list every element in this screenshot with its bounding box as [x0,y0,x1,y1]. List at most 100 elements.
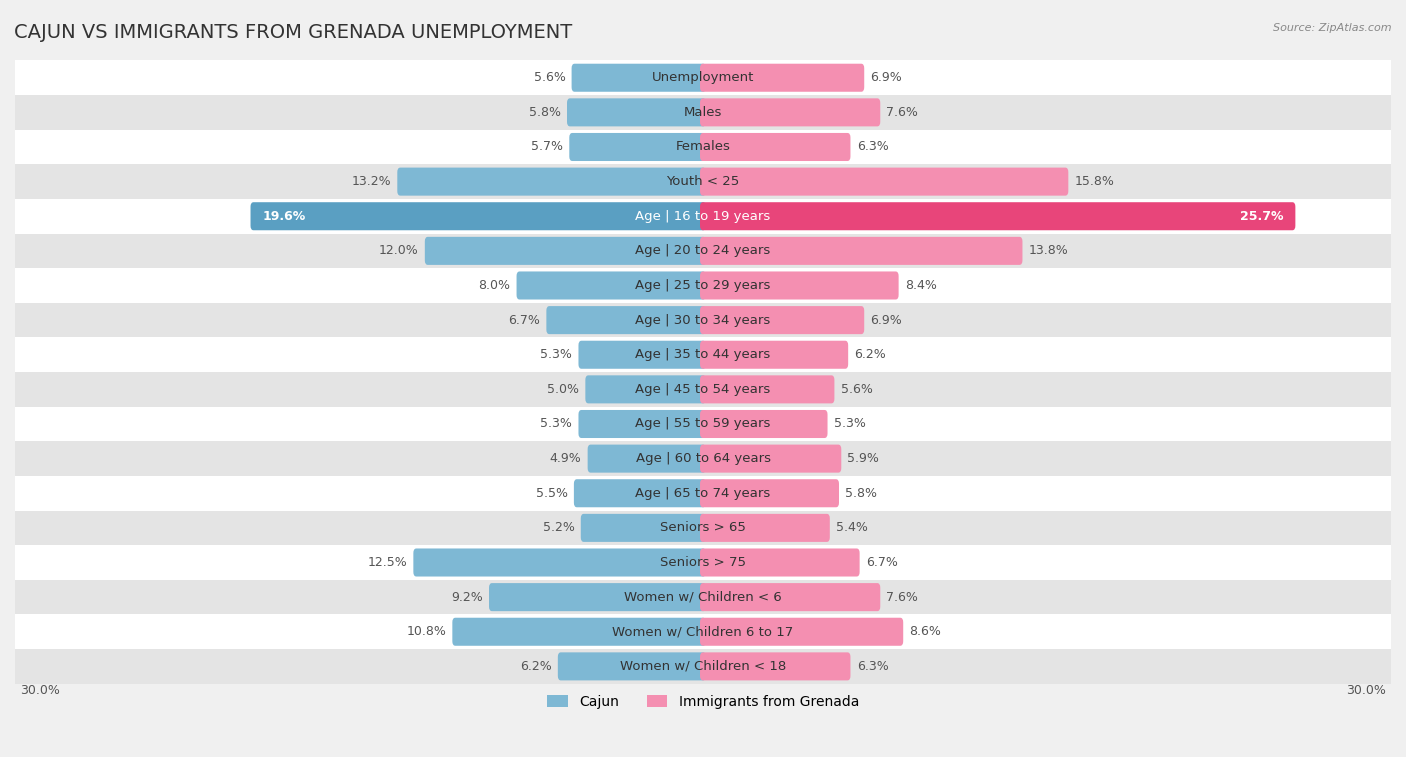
Text: Age | 25 to 29 years: Age | 25 to 29 years [636,279,770,292]
FancyBboxPatch shape [578,410,706,438]
Text: 8.6%: 8.6% [910,625,941,638]
Bar [15,164,1391,199]
Text: Seniors > 65: Seniors > 65 [659,522,747,534]
FancyBboxPatch shape [413,549,706,577]
Text: Unemployment: Unemployment [652,71,754,84]
Text: 10.8%: 10.8% [406,625,446,638]
Bar [15,129,1391,164]
Legend: Cajun, Immigrants from Grenada: Cajun, Immigrants from Grenada [541,689,865,714]
Bar [15,545,1391,580]
Text: Women w/ Children 6 to 17: Women w/ Children 6 to 17 [613,625,793,638]
Text: 5.3%: 5.3% [834,418,866,431]
FancyBboxPatch shape [700,618,903,646]
FancyBboxPatch shape [581,514,706,542]
Text: 5.2%: 5.2% [543,522,575,534]
Bar [15,303,1391,338]
Text: 7.6%: 7.6% [886,590,918,603]
Bar [15,95,1391,129]
FancyBboxPatch shape [585,375,706,403]
Text: Youth < 25: Youth < 25 [666,175,740,188]
FancyBboxPatch shape [700,272,898,300]
Text: 6.7%: 6.7% [509,313,540,326]
FancyBboxPatch shape [700,167,1069,195]
Text: 7.6%: 7.6% [886,106,918,119]
Text: 25.7%: 25.7% [1240,210,1284,223]
FancyBboxPatch shape [398,167,706,195]
Text: 5.6%: 5.6% [533,71,565,84]
FancyBboxPatch shape [700,341,848,369]
FancyBboxPatch shape [700,202,1295,230]
Text: Age | 65 to 74 years: Age | 65 to 74 years [636,487,770,500]
Text: 5.7%: 5.7% [531,141,564,154]
Text: 12.0%: 12.0% [378,245,419,257]
Text: Age | 60 to 64 years: Age | 60 to 64 years [636,452,770,465]
FancyBboxPatch shape [700,237,1022,265]
Text: Age | 30 to 34 years: Age | 30 to 34 years [636,313,770,326]
Bar [15,199,1391,234]
Text: 5.9%: 5.9% [848,452,879,465]
FancyBboxPatch shape [700,653,851,681]
FancyBboxPatch shape [574,479,706,507]
Bar [15,441,1391,476]
Bar [15,61,1391,95]
Bar [15,510,1391,545]
FancyBboxPatch shape [453,618,706,646]
FancyBboxPatch shape [700,375,834,403]
Text: CAJUN VS IMMIGRANTS FROM GRENADA UNEMPLOYMENT: CAJUN VS IMMIGRANTS FROM GRENADA UNEMPLO… [14,23,572,42]
FancyBboxPatch shape [489,583,706,611]
Text: Age | 45 to 54 years: Age | 45 to 54 years [636,383,770,396]
FancyBboxPatch shape [250,202,706,230]
Text: 30.0%: 30.0% [20,684,59,697]
Text: 4.9%: 4.9% [550,452,582,465]
Text: Age | 16 to 19 years: Age | 16 to 19 years [636,210,770,223]
FancyBboxPatch shape [547,306,706,334]
Text: 5.8%: 5.8% [529,106,561,119]
Text: Females: Females [675,141,731,154]
FancyBboxPatch shape [567,98,706,126]
Text: 13.2%: 13.2% [352,175,391,188]
Text: 9.2%: 9.2% [451,590,482,603]
FancyBboxPatch shape [700,479,839,507]
Text: 5.4%: 5.4% [837,522,868,534]
Text: 8.4%: 8.4% [905,279,936,292]
Text: 6.3%: 6.3% [856,141,889,154]
Bar [15,234,1391,268]
FancyBboxPatch shape [588,444,706,472]
Text: Seniors > 75: Seniors > 75 [659,556,747,569]
Bar [15,580,1391,615]
Text: 13.8%: 13.8% [1029,245,1069,257]
Text: 5.6%: 5.6% [841,383,873,396]
Text: 5.0%: 5.0% [547,383,579,396]
FancyBboxPatch shape [700,64,865,92]
Text: 19.6%: 19.6% [263,210,307,223]
Text: 12.5%: 12.5% [367,556,408,569]
Bar [15,476,1391,510]
FancyBboxPatch shape [700,583,880,611]
Text: Women w/ Children < 18: Women w/ Children < 18 [620,660,786,673]
Text: 6.7%: 6.7% [866,556,897,569]
Text: 5.3%: 5.3% [540,348,572,361]
Text: 6.3%: 6.3% [856,660,889,673]
Bar [15,407,1391,441]
Text: Males: Males [683,106,723,119]
Text: 6.9%: 6.9% [870,313,903,326]
Text: 6.2%: 6.2% [855,348,886,361]
Text: 30.0%: 30.0% [1347,684,1386,697]
FancyBboxPatch shape [578,341,706,369]
Text: Age | 35 to 44 years: Age | 35 to 44 years [636,348,770,361]
Text: 15.8%: 15.8% [1074,175,1115,188]
Bar [15,268,1391,303]
FancyBboxPatch shape [700,549,859,577]
FancyBboxPatch shape [700,444,841,472]
Text: Source: ZipAtlas.com: Source: ZipAtlas.com [1274,23,1392,33]
FancyBboxPatch shape [516,272,706,300]
Text: Age | 55 to 59 years: Age | 55 to 59 years [636,418,770,431]
FancyBboxPatch shape [700,306,865,334]
Text: 5.8%: 5.8% [845,487,877,500]
FancyBboxPatch shape [425,237,706,265]
Text: 5.5%: 5.5% [536,487,568,500]
Bar [15,338,1391,372]
Bar [15,372,1391,407]
FancyBboxPatch shape [569,133,706,161]
Text: 6.9%: 6.9% [870,71,903,84]
